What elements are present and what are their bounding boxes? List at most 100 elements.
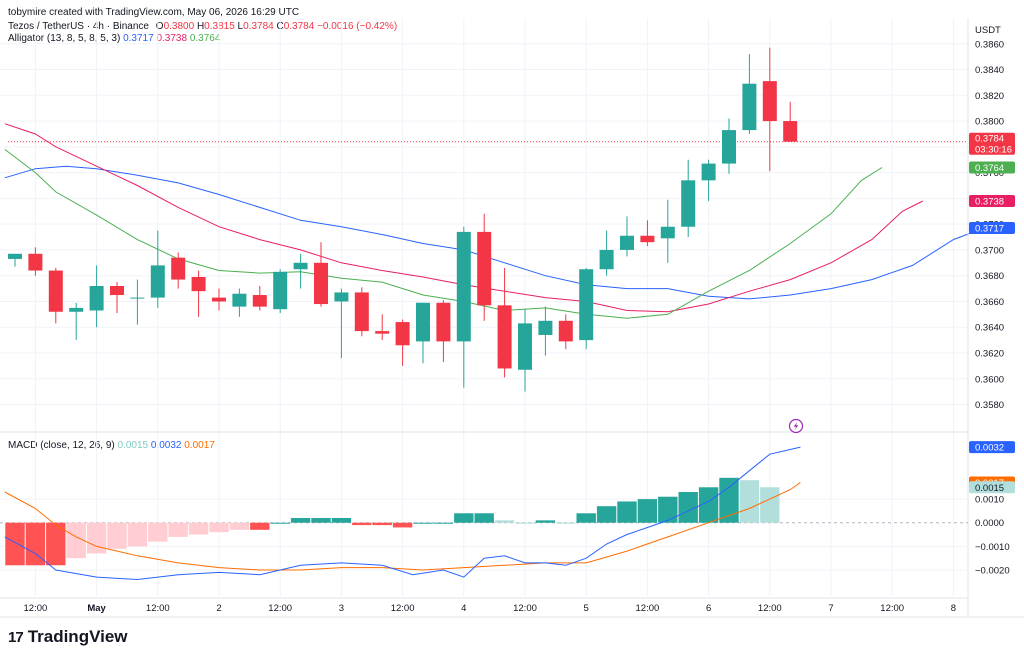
candle[interactable] [171,252,186,289]
candle[interactable] [599,230,614,276]
time-axis[interactable]: 12:00 May 12:00 2 12:00 3 12:00 4 12:00 5 12:00 6 12… [24,603,957,614]
candle[interactable] [538,306,553,356]
candle-body [701,163,716,181]
candle[interactable] [518,309,532,392]
macd-histogram-tag-text: 0.0015 [975,483,1004,494]
candle[interactable] [354,287,369,337]
candle[interactable] [273,269,288,314]
tradingview-logo[interactable]: 17 TradingView [8,627,128,647]
candle[interactable] [742,54,757,134]
candle-body [579,269,594,341]
candle[interactable] [660,199,675,263]
candle[interactable] [783,101,798,142]
time-tick-label: 12:00 [636,603,660,614]
time-tick-label: 12:00 [146,603,170,614]
candle-body [28,253,43,271]
price-tick-label: 0.3760 [975,168,1004,179]
ohlc-open-value: 0.3800 [163,21,195,32]
candle[interactable] [293,253,308,289]
macd-histogram-bar [66,522,86,559]
time-tick-label: 12:00 [391,603,415,614]
macd-histogram-value: 0.0015 [117,440,149,451]
macd-signal-line [4,482,801,571]
candle[interactable] [620,216,634,257]
alligator-teeth-value: 0.3738 [156,33,188,44]
candle-body [620,235,634,250]
macd-histogram-bar [433,522,454,524]
candle-body [742,83,757,131]
candle[interactable] [8,253,22,267]
macd-histogram-bar [86,522,107,554]
symbol-title[interactable]: Tezos / TetherUS · 4h · Binance [8,21,149,32]
teeth-tag-bg [969,194,1015,207]
candle[interactable] [416,302,430,364]
candle[interactable] [89,265,104,328]
candle-body [48,270,63,312]
alligator-lips-line [4,149,883,319]
candle[interactable] [252,286,267,311]
lips-tag-bg [969,161,1015,174]
time-tick-label: 12:00 [513,603,537,614]
candle-body [171,257,186,280]
time-tick-label: 2 [216,603,221,614]
candle[interactable] [701,159,716,201]
price-tick-label: 0.3680 [975,271,1004,282]
candle[interactable] [558,314,573,350]
candle[interactable] [110,282,124,314]
candle[interactable] [130,279,145,325]
teeth-tag: 0.3738 [969,194,1015,207]
price-tick-label: 0.3800 [975,117,1004,128]
candle[interactable] [436,300,451,363]
vertical-gridlines [34,18,954,596]
candle[interactable] [456,226,471,388]
candle[interactable] [232,288,247,317]
macd-histogram-tag-bg [969,481,1015,494]
macd-histogram-bar [25,522,46,566]
candle[interactable] [150,230,165,308]
macd-tick-label: 0.0000 [975,518,1004,529]
macd-line-tag-text: 0.0032 [975,443,1004,454]
jaw-tag: 0.3717 [969,222,1015,235]
candle-body [599,249,614,270]
macd-histogram-bar [311,518,331,523]
time-tick-label: May [87,603,106,614]
macd-histogram-bar [331,518,352,523]
macd-histogram-bar [392,522,413,528]
time-tick-label: 3 [339,603,344,614]
macd-histogram-bar [250,522,270,530]
candle[interactable] [681,159,696,238]
candle[interactable] [191,270,206,317]
alligator-label[interactable]: Alligator (13, 8, 5, 8, 5, 3) [8,33,121,44]
candle[interactable] [48,267,63,324]
candle[interactable] [334,288,349,359]
candles[interactable] [8,47,798,392]
candle[interactable] [477,213,492,321]
candle[interactable] [722,118,736,174]
candle-body [456,231,471,342]
candle-body [416,302,430,342]
ohlc-high-label: H [196,21,205,32]
candle[interactable] [497,267,512,378]
macd-axis[interactable]: −0.0020 −0.0010 0.0000 0.0010 [975,495,1010,577]
candle[interactable] [579,267,594,350]
candle-body [252,295,267,307]
candle[interactable] [640,220,655,247]
candle[interactable] [28,247,43,276]
candle[interactable] [395,319,410,366]
candle[interactable] [69,302,84,341]
macd-histogram-bar [5,522,25,566]
candle[interactable] [314,242,328,307]
lips-tag: 0.3764 [969,161,1015,174]
candle[interactable] [212,288,226,311]
macd-line-value: 0.0032 [150,440,182,451]
lightning-icon[interactable] [788,418,804,434]
last-price-tag-bg [969,132,1015,155]
macd-label[interactable]: MACD (close, 12, 26, 9) [8,440,115,451]
candle[interactable] [375,314,390,341]
candle[interactable] [762,47,777,172]
tradingview-logo-text: TradingView [27,627,128,646]
candle-body [8,253,22,259]
